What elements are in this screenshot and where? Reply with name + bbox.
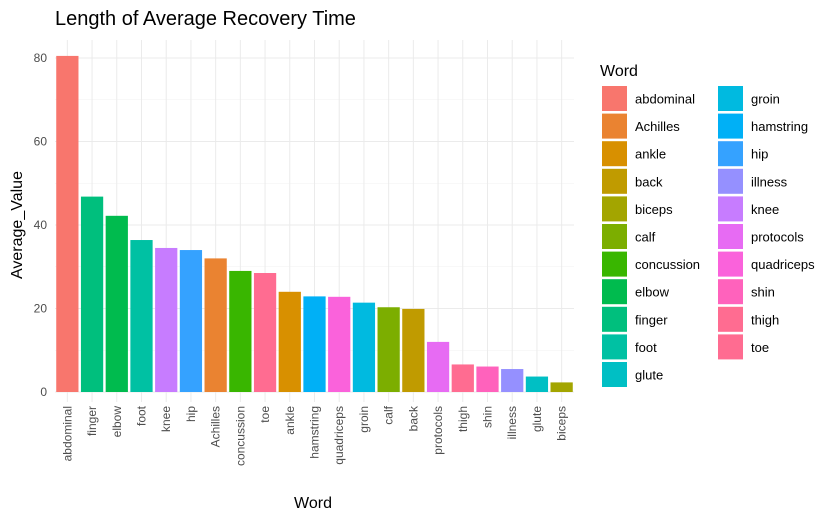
legend-key [602, 86, 627, 111]
legend-label: hamstring [751, 119, 808, 134]
bar-achilles [204, 258, 227, 392]
legend-key [602, 251, 627, 277]
bar-toe [253, 273, 277, 392]
legend-key [718, 251, 743, 277]
legend-label: finger [635, 312, 668, 327]
legend-label: shin [751, 285, 775, 300]
bar-biceps [550, 382, 573, 392]
x-tick-label: elbow [110, 406, 124, 438]
legend-key [718, 86, 743, 111]
bar-glute [525, 376, 549, 392]
legend-label: foot [635, 340, 657, 355]
y-tick-label: 40 [34, 218, 48, 232]
y-tick-label: 0 [40, 385, 47, 399]
x-tick-label: knee [159, 406, 173, 432]
legend-key [602, 168, 627, 194]
bar-hip [179, 250, 203, 392]
y-tick-label: 80 [34, 51, 48, 65]
legend-label: thigh [751, 312, 779, 327]
legend-label: knee [751, 202, 779, 217]
legend-key [718, 224, 743, 249]
y-tick-label: 20 [34, 302, 48, 316]
legend-key [718, 279, 743, 305]
legend-label: quadriceps [751, 257, 815, 272]
x-tick-label: glute [530, 406, 544, 432]
x-tick-label: concussion [233, 406, 247, 466]
legend-key [602, 141, 627, 167]
bar-elbow [105, 215, 128, 392]
x-tick-label: hamstring [308, 406, 322, 459]
bar-shin [476, 366, 499, 392]
legend-key [602, 113, 627, 139]
bars [56, 55, 573, 392]
bar-illness [501, 369, 524, 392]
legend-label: biceps [635, 202, 673, 217]
legend-key [718, 113, 743, 139]
x-tick-label: groin [357, 406, 371, 433]
legend-label: glute [635, 368, 663, 383]
x-tick-label: toe [258, 406, 272, 423]
legend-label: protocols [751, 230, 804, 245]
bar-back [402, 308, 425, 392]
x-tick-label: protocols [431, 406, 445, 455]
x-tick-label: abdominal [60, 406, 74, 461]
bar-thigh [451, 364, 474, 392]
x-tick-label: foot [135, 405, 149, 426]
bar-concussion [229, 270, 252, 392]
legend: abdominal Achilles ankle back biceps calf conc… [602, 86, 815, 387]
bar-calf [377, 307, 400, 392]
legend-key [602, 334, 627, 360]
x-tick-label: calf [382, 405, 396, 424]
x-tick-label: ankle [283, 406, 297, 435]
legend-key [718, 141, 743, 167]
legend-label: abdominal [635, 92, 695, 107]
legend-label: concussion [635, 257, 700, 272]
legend-key [602, 306, 627, 332]
x-tick-label: illness [505, 406, 519, 439]
legend-key [602, 279, 627, 305]
x-tick-label: Achilles [209, 406, 223, 447]
x-tick-label: back [406, 405, 420, 431]
bar-ankle [278, 291, 301, 392]
x-tick-label: quadriceps [332, 406, 346, 465]
x-tick-label: shin [481, 406, 495, 428]
legend-label: hip [751, 147, 768, 162]
legend-label: toe [751, 340, 769, 355]
x-axis-title: Word [294, 495, 332, 512]
x-tick-label: finger [85, 406, 99, 436]
legend-key [602, 224, 627, 249]
legend-title: Word [600, 63, 638, 80]
legend-label: groin [751, 92, 780, 107]
x-axis-ticks: abdominal finger elbow foot knee hip Achilles c… [60, 405, 568, 466]
bar-protocols [426, 341, 450, 392]
legend-label: Achilles [635, 119, 680, 134]
legend-key [718, 168, 743, 194]
legend-label: ankle [635, 147, 666, 162]
y-axis-title: Average_Value [9, 171, 26, 279]
bar-abdominal [56, 55, 79, 392]
legend-label: illness [751, 174, 788, 189]
legend-key [718, 196, 743, 222]
legend-key [602, 362, 627, 387]
bar-knee [155, 247, 178, 392]
legend-key [718, 306, 743, 332]
legend-label: elbow [635, 285, 670, 300]
bar-hamstring [303, 296, 326, 392]
legend-label: calf [635, 230, 656, 245]
legend-label: back [635, 174, 663, 189]
y-axis-ticks: 0 20 40 60 80 [34, 51, 48, 399]
bar-groin [352, 302, 376, 392]
x-tick-label: thigh [456, 406, 470, 432]
bar-quadriceps [328, 296, 351, 392]
legend-key [718, 334, 743, 360]
y-tick-label: 60 [34, 135, 48, 149]
bar-finger [80, 196, 104, 392]
bar-foot [130, 240, 153, 392]
legend-key [602, 196, 627, 222]
x-tick-label: biceps [555, 406, 569, 441]
x-tick-label: hip [184, 406, 198, 422]
chart-title: Length of Average Recovery Time [55, 8, 356, 30]
